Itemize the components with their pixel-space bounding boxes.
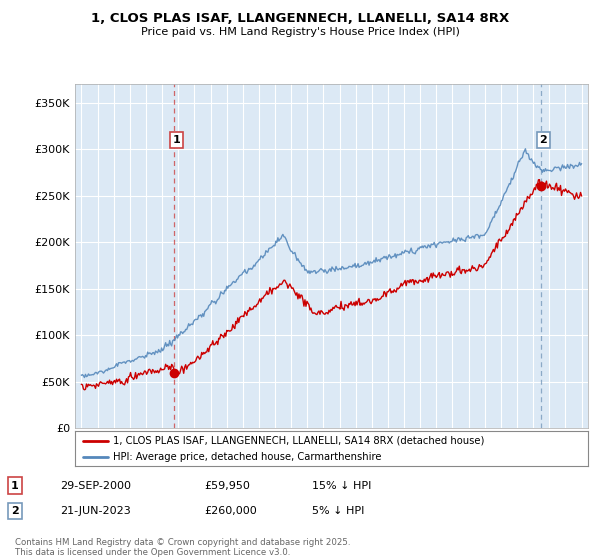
Text: 29-SEP-2000: 29-SEP-2000	[60, 480, 131, 491]
Text: 1, CLOS PLAS ISAF, LLANGENNECH, LLANELLI, SA14 8RX (detached house): 1, CLOS PLAS ISAF, LLANGENNECH, LLANELLI…	[113, 436, 485, 446]
Text: £59,950: £59,950	[204, 480, 250, 491]
Text: 5% ↓ HPI: 5% ↓ HPI	[312, 506, 364, 516]
Text: Price paid vs. HM Land Registry's House Price Index (HPI): Price paid vs. HM Land Registry's House …	[140, 27, 460, 37]
Text: Contains HM Land Registry data © Crown copyright and database right 2025.
This d: Contains HM Land Registry data © Crown c…	[15, 538, 350, 557]
Text: 21-JUN-2023: 21-JUN-2023	[60, 506, 131, 516]
Text: 2: 2	[11, 506, 19, 516]
Text: 1: 1	[173, 135, 181, 145]
Text: £260,000: £260,000	[204, 506, 257, 516]
Text: 2: 2	[539, 135, 547, 145]
Text: 15% ↓ HPI: 15% ↓ HPI	[312, 480, 371, 491]
Text: 1, CLOS PLAS ISAF, LLANGENNECH, LLANELLI, SA14 8RX: 1, CLOS PLAS ISAF, LLANGENNECH, LLANELLI…	[91, 12, 509, 25]
Text: HPI: Average price, detached house, Carmarthenshire: HPI: Average price, detached house, Carm…	[113, 452, 382, 462]
Text: 1: 1	[11, 480, 19, 491]
